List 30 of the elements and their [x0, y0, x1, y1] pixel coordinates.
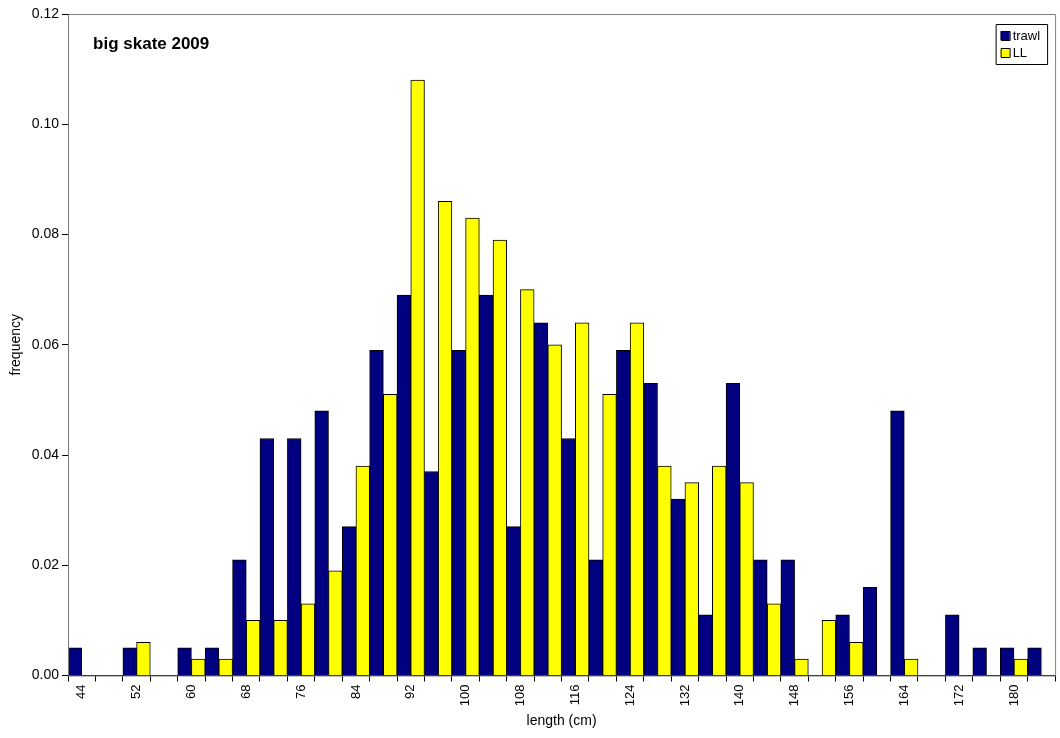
y-tick-label: 0.10 — [31, 115, 60, 132]
y-tick-label: 0.04 — [31, 445, 60, 462]
x-tick-label: 180 — [1005, 684, 1021, 707]
x-tick-label: 156 — [841, 684, 857, 707]
y-tick-label: 0.08 — [31, 225, 60, 242]
legend-label: LL — [1012, 44, 1028, 60]
x-tick-label: 148 — [786, 684, 802, 707]
x-tick-label: 44 — [73, 684, 89, 699]
x-tick-label: 172 — [950, 684, 966, 707]
x-tick-label: 76 — [292, 684, 308, 699]
x-tick-label: 124 — [621, 684, 637, 707]
x-tick-label: 68 — [237, 684, 253, 699]
y-tick-label: 0.02 — [31, 556, 60, 573]
x-axis-title: length (cm) — [526, 712, 597, 729]
text: big skate 2009 — [93, 34, 210, 54]
x-tick-label: 100 — [457, 684, 473, 707]
x-tick-label: 140 — [731, 684, 747, 707]
x-tick-label: 92 — [402, 684, 418, 699]
x-tick-label: 60 — [183, 684, 199, 699]
x-tick-label: 164 — [895, 684, 911, 707]
y-tick-label: 0.00 — [31, 666, 60, 683]
x-tick-label: 52 — [128, 684, 144, 699]
y-tick-label: 0.06 — [31, 335, 60, 352]
x-tick-label: 108 — [512, 684, 528, 707]
x-tick-label: 116 — [566, 684, 582, 706]
legend-label: trawl — [1012, 27, 1041, 43]
y-tick-label: 0.12 — [31, 4, 60, 21]
x-tick-label: 84 — [347, 684, 363, 699]
y-axis-title: frequency — [7, 314, 24, 376]
x-tick-label: 132 — [676, 684, 692, 707]
